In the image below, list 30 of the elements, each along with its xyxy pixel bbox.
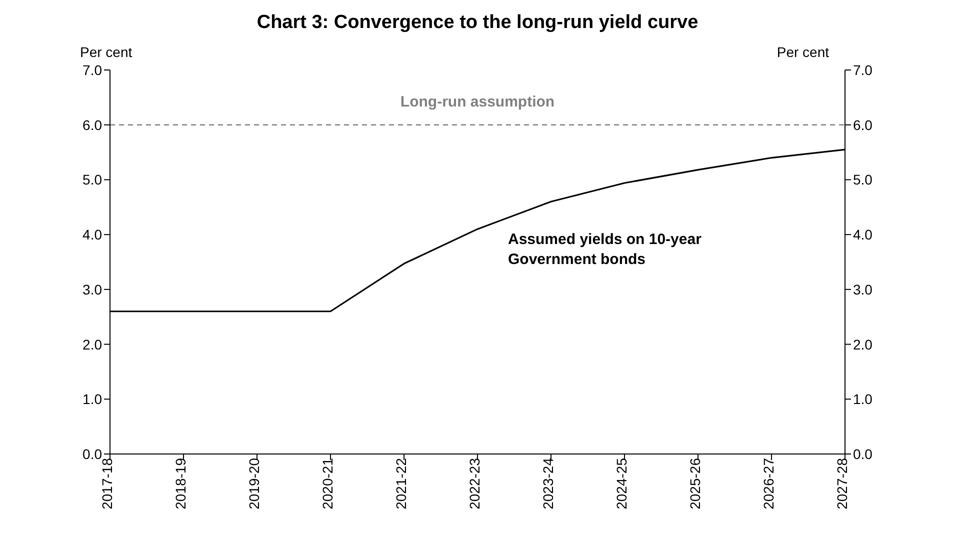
y-tick-label: 2.0 [82, 336, 102, 352]
series-label: Assumed yields on 10-year Government bonds [508, 230, 702, 270]
x-tick-label: 2024-25 [613, 458, 630, 510]
chart-title: Chart 3: Convergence to the long-run yield curve [256, 12, 700, 34]
y-tick-label: 4.0 [82, 226, 102, 243]
y2-tick-label: 7.0 [853, 62, 873, 78]
x-tick-label: 2027-28 [834, 458, 850, 510]
x-tick-label: 2025-26 [686, 458, 703, 510]
x-tick-label: 2018-19 [172, 458, 188, 510]
y2-tick-label: 3.0 [853, 281, 873, 298]
y-tick-label: 6.0 [82, 116, 102, 133]
y2-tick-label: 5.0 [853, 172, 873, 188]
y-tick-label: 7.0 [82, 62, 102, 78]
y2-tick-label: 2.0 [853, 336, 873, 352]
y2-tick-label: 6.0 [853, 116, 873, 133]
y2-tick-label: 1.0 [853, 391, 873, 408]
y-tick-label: 3.0 [82, 281, 102, 298]
y-axis-title: Per cent [80, 44, 132, 60]
x-tick-label: 2022-23 [466, 458, 482, 510]
y2-tick-label: 0.0 [853, 446, 873, 462]
y2-axis-title: Per cent [776, 44, 829, 60]
y-tick-label: 1.0 [82, 391, 102, 408]
x-tick-label: 2021-22 [392, 458, 409, 510]
x-tick-label: 2020-21 [319, 458, 336, 510]
ref-line-label: Long-run assumption [400, 94, 555, 111]
x-tick-label: 2019-20 [246, 458, 262, 510]
y-tick-label: 5.0 [82, 172, 102, 188]
x-tick-label: 2023-24 [540, 458, 556, 510]
y2-tick-label: 4.0 [853, 226, 873, 243]
x-tick-label: 2026-27 [760, 458, 776, 510]
